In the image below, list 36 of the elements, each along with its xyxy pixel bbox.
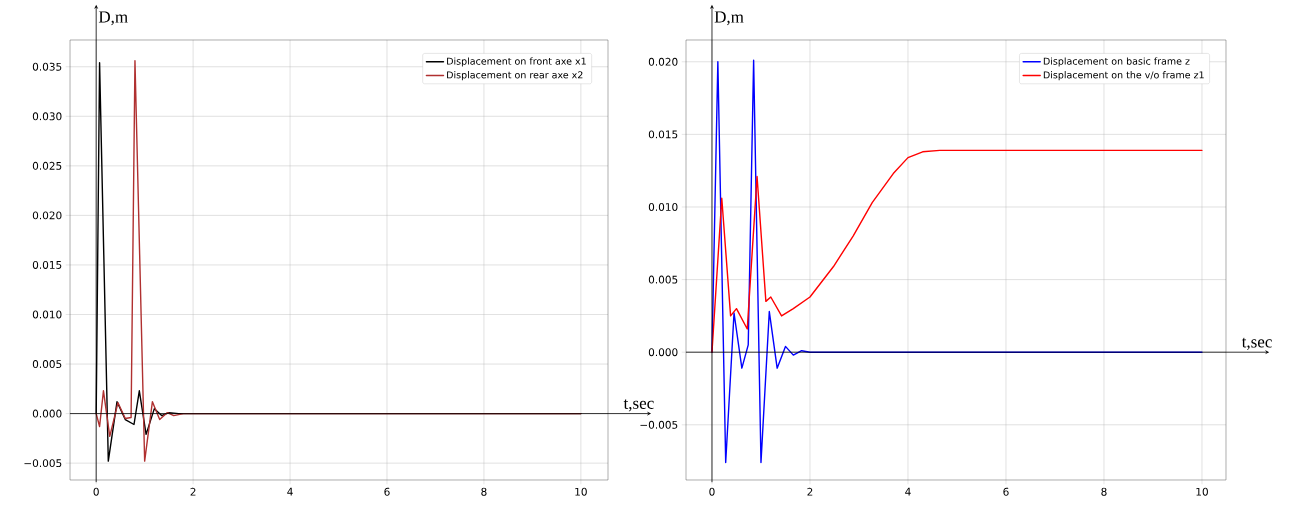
legend-label: Displacement on basic frame z xyxy=(1043,57,1190,67)
x-tick-label: 4 xyxy=(287,487,293,496)
legend-label: Displacement on rear axe x2 xyxy=(447,71,583,81)
y-tick-label: 0.025 xyxy=(32,161,62,170)
legend-label: Displacement on front axe x1 xyxy=(447,57,586,67)
x-tick-label: 10 xyxy=(1196,487,1208,496)
y-tick-label: 0.005 xyxy=(648,275,678,284)
x-tick-label: 2 xyxy=(807,487,813,496)
y-tick-label: 0.015 xyxy=(32,260,62,269)
y-tick-label: −0.005 xyxy=(640,420,678,429)
y-tick-label: 0.000 xyxy=(648,348,678,357)
y-tick-label: 0.015 xyxy=(648,130,678,139)
x-tick-label: 4 xyxy=(905,487,911,496)
x-tick-label: 2 xyxy=(190,487,196,496)
y-tick-label: 0.010 xyxy=(648,203,678,211)
line-series xyxy=(711,59,1203,464)
y-axis-title: D,m xyxy=(98,11,128,26)
y-tick-label: 0.000 xyxy=(32,409,62,418)
y-tick-label: 0.035 xyxy=(32,62,62,71)
y-axis-title: D,m xyxy=(714,11,744,26)
x-tick-label: 6 xyxy=(1003,487,1009,496)
x-tick-label: 8 xyxy=(481,487,487,496)
x-tick-label: 10 xyxy=(575,487,587,496)
y-tick-label: 0.005 xyxy=(32,360,62,368)
x-tick-label: 8 xyxy=(1101,487,1107,496)
y-tick-label: 0.010 xyxy=(32,310,62,319)
y-tick-label: −0.005 xyxy=(24,459,62,468)
x-axis-title: t,sec xyxy=(623,399,654,412)
y-tick-label: 0.020 xyxy=(32,211,62,220)
legend-label: Displacement on the v/o frame z1 xyxy=(1043,71,1204,81)
x-axis-title: t,sec xyxy=(1241,337,1272,350)
y-tick-label: 0.020 xyxy=(648,57,678,66)
x-tick-label: 0 xyxy=(93,487,99,496)
x-tick-label: 6 xyxy=(384,487,390,496)
x-tick-label: 0 xyxy=(709,487,715,496)
y-tick-label: 0.030 xyxy=(32,112,62,121)
